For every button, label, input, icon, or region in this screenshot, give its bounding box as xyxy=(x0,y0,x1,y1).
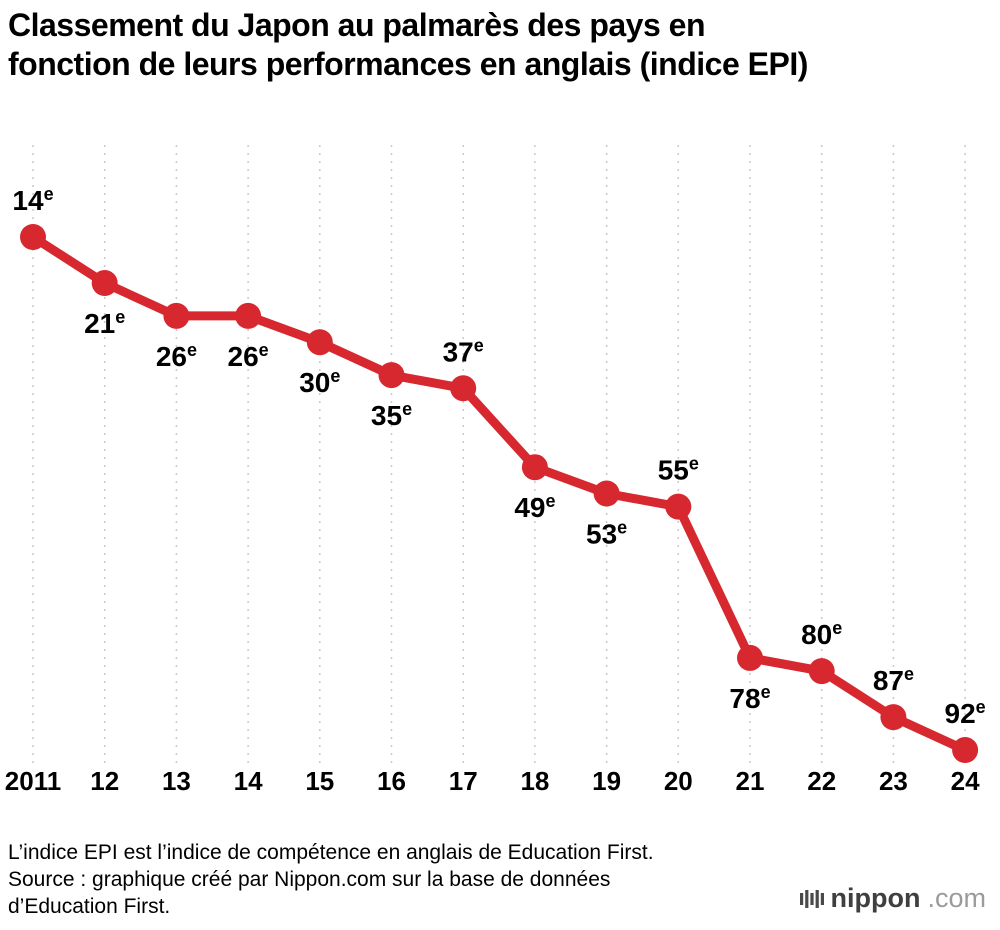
point-label: 53e xyxy=(586,518,627,550)
point-label: 49e xyxy=(514,491,555,523)
point-label: 80e xyxy=(801,618,842,650)
x-axis-label: 22 xyxy=(807,766,836,796)
data-point xyxy=(450,375,477,402)
footer-note: L’indice EPI est l’indice de compétence … xyxy=(8,840,654,921)
data-point xyxy=(737,644,763,671)
logo-text-tld: .com xyxy=(927,883,986,913)
data-point xyxy=(880,704,907,731)
data-point xyxy=(306,329,333,356)
x-axis-label: 12 xyxy=(90,766,119,796)
point-label: 87e xyxy=(873,664,914,696)
data-point xyxy=(91,270,118,297)
chart-title: Classement du Japon au palmarès des pays… xyxy=(8,6,992,84)
data-point xyxy=(378,362,405,389)
x-axis-label: 14 xyxy=(234,766,263,796)
x-axis-label: 21 xyxy=(736,766,765,796)
nippon-logo-icon xyxy=(799,889,824,908)
x-axis-label: 2011 xyxy=(5,766,61,796)
point-label: 14e xyxy=(12,184,53,216)
data-point xyxy=(952,737,979,764)
data-point xyxy=(20,224,46,250)
x-axis-label: 23 xyxy=(879,766,908,796)
x-axis-label: 13 xyxy=(162,766,191,796)
nippon-logo: nippon .com xyxy=(799,883,986,914)
point-label: 78e xyxy=(729,682,770,714)
logo-text-name: nippon xyxy=(830,883,921,913)
x-axis-label: 19 xyxy=(592,766,621,796)
x-axis-label: 17 xyxy=(449,766,478,796)
data-point xyxy=(163,302,190,329)
data-point xyxy=(593,480,620,507)
point-label: 55e xyxy=(658,454,699,486)
data-point xyxy=(235,302,262,329)
x-axis-label: 16 xyxy=(377,766,406,796)
line-chart: 14e 21e 26e 26e 30e 35e 37e 49e 53e 55e 78e 80e 87e 9… xyxy=(5,145,986,796)
chart-title-line2: fonction de leurs performances en anglai… xyxy=(8,46,808,83)
data-point xyxy=(808,658,835,685)
point-label: 21e xyxy=(84,307,125,339)
x-axis-label: 24 xyxy=(951,766,980,796)
x-axis-label: 15 xyxy=(305,766,334,796)
point-label: 35e xyxy=(371,399,412,431)
footer-line-1: L’indice EPI est l’indice de compétence … xyxy=(8,841,654,864)
footer-line-3: d’Education First. xyxy=(8,894,171,918)
point-label: 37e xyxy=(443,335,484,367)
data-point xyxy=(521,454,548,481)
point-label: 26e xyxy=(156,340,197,372)
point-label: 30e xyxy=(299,366,340,398)
data-point xyxy=(665,493,692,520)
chart-title-line1: Classement du Japon au palmarès des pays… xyxy=(8,7,706,43)
point-label: 26e xyxy=(228,340,269,372)
point-label: 92e xyxy=(945,697,986,729)
x-axis-label: 20 xyxy=(664,766,693,796)
x-axis-label: 18 xyxy=(520,766,549,796)
footer-line-2: Source : graphique créé par Nippon.com s… xyxy=(8,867,611,891)
